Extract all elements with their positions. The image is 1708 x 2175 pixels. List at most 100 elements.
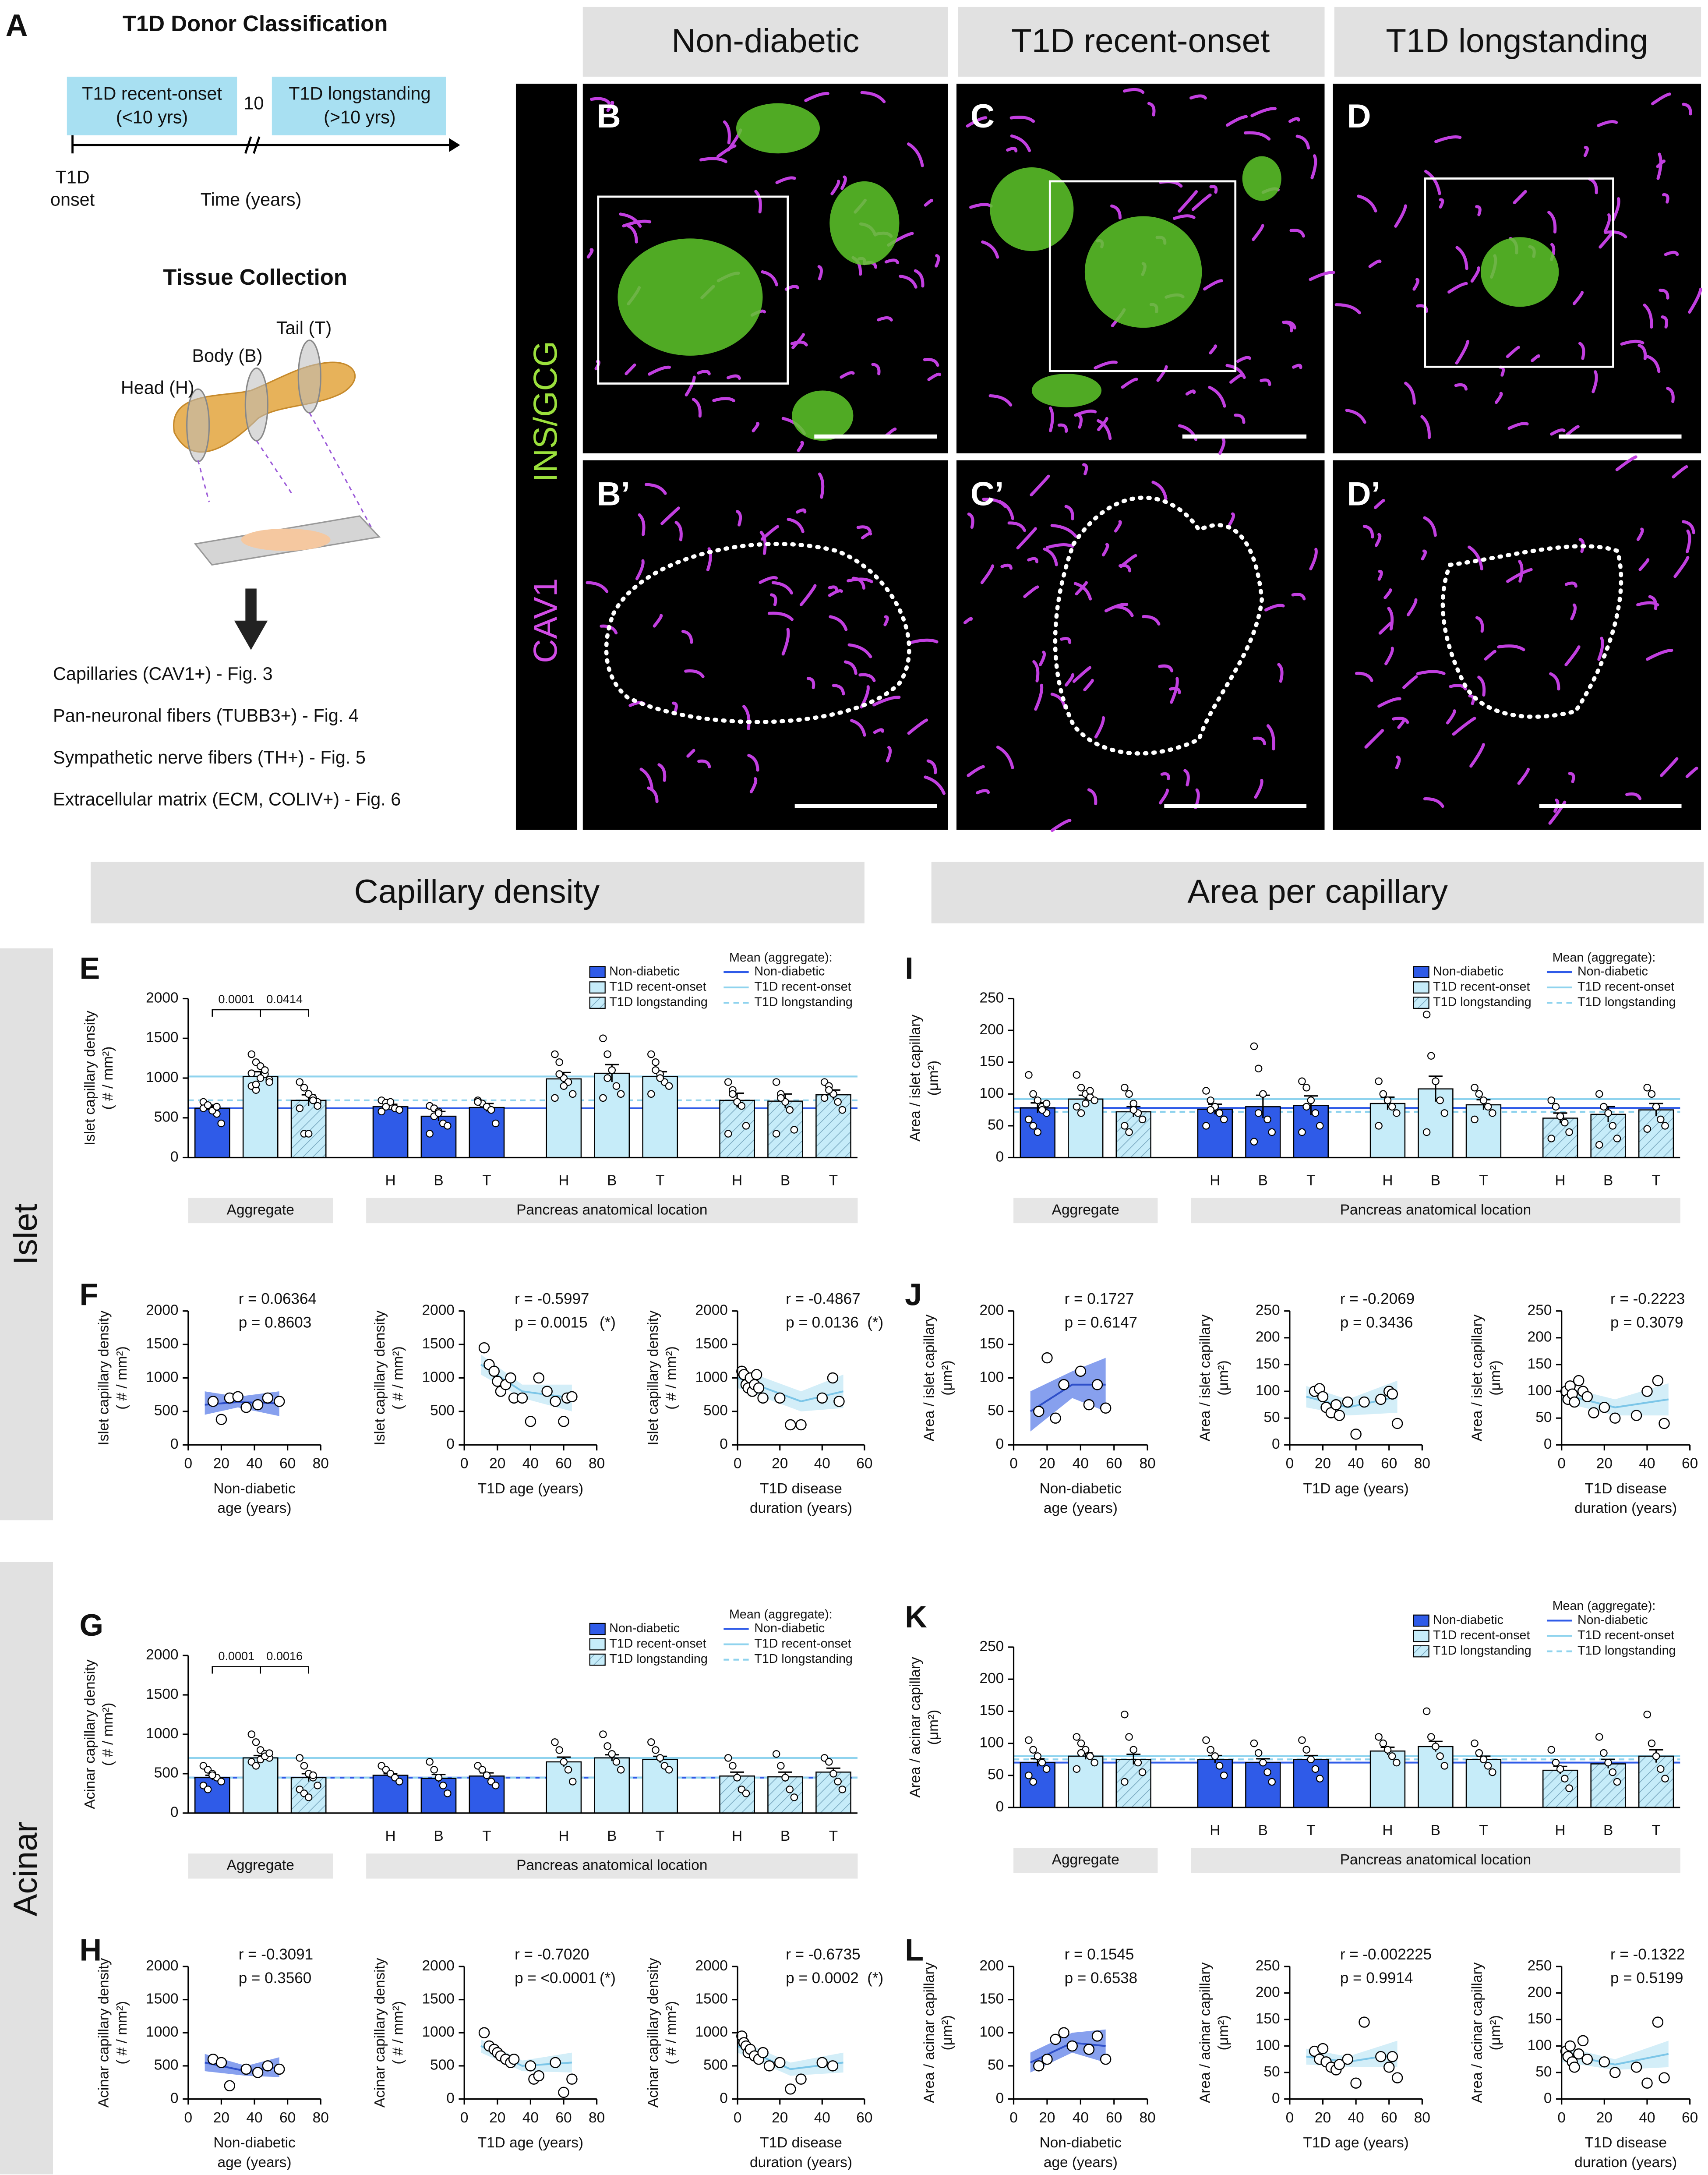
data-point	[1556, 1112, 1564, 1120]
data-point	[560, 1082, 568, 1090]
data-point	[1029, 1746, 1037, 1754]
x-tick-label: 60	[1106, 2110, 1122, 2126]
longstanding-box	[272, 77, 446, 135]
y-tick-label: 100	[1256, 2037, 1280, 2053]
y-tick-label: 150	[1256, 2011, 1280, 2027]
data-point	[217, 1778, 225, 1786]
image-label: B	[597, 98, 621, 135]
data-point	[1652, 1103, 1660, 1111]
x-tick-label: B	[607, 1172, 617, 1188]
bar	[1590, 1763, 1626, 1808]
capillary	[1173, 214, 1196, 220]
data-point	[1215, 1109, 1224, 1117]
data-point	[1577, 2035, 1589, 2047]
x-tick-label: B	[607, 1828, 617, 1844]
capillary	[877, 316, 893, 322]
y-tick-label: 1500	[146, 1336, 178, 1352]
data-point	[558, 1416, 569, 1427]
data-point	[247, 1050, 256, 1058]
capillary	[1469, 743, 1485, 768]
data-point	[1484, 1762, 1492, 1770]
onset-label: T1D	[55, 167, 89, 187]
p-value: 0.0001	[218, 993, 254, 1006]
legend-label: T1D recent-onset	[1433, 980, 1530, 994]
data-point	[386, 1098, 395, 1106]
y-tick-label: 250	[979, 990, 1004, 1006]
data-point	[1630, 1410, 1642, 1421]
output-item: Extracellular matrix (ECM, COLIV+) - Fig…	[53, 789, 401, 809]
data-point	[478, 1342, 490, 1354]
capillary	[771, 581, 794, 595]
data-point	[1138, 1115, 1147, 1124]
data-point	[492, 1782, 500, 1790]
section-box	[90, 862, 865, 923]
data-point	[1077, 1749, 1085, 1757]
data-point	[382, 1103, 390, 1111]
capillary	[1392, 717, 1409, 724]
data-point	[1479, 1096, 1488, 1104]
x-tick-label: H	[1210, 1822, 1220, 1839]
x-tick-label: 0	[184, 2110, 192, 2126]
data-point	[772, 1750, 780, 1758]
y-tick-label: 1500	[422, 1991, 455, 2007]
bar	[642, 1759, 678, 1814]
data-point	[252, 1738, 260, 1746]
capillary	[914, 269, 925, 288]
y-tick-label: 200	[979, 1670, 1004, 1687]
stat-label: p = <0.0001	[515, 1970, 596, 1987]
data-point	[1391, 1418, 1403, 1429]
data-point	[296, 1078, 304, 1086]
x-tick-label: 40	[246, 1456, 262, 1472]
data-point	[612, 1758, 621, 1766]
x-tick-label: 0	[1557, 1456, 1566, 1472]
data-point	[786, 1106, 794, 1114]
mean-legend-title: Mean (aggregate):	[1553, 951, 1656, 965]
x-tick-label: 60	[1682, 2110, 1698, 2126]
capillary	[1578, 538, 1585, 553]
x-tick-label: H	[1555, 1172, 1566, 1188]
group-label: Aggregate	[1052, 1852, 1119, 1868]
x-tick-label: 40	[1639, 2110, 1655, 2126]
y-tick-label: 1000	[146, 1069, 178, 1086]
p-value: 0.0016	[266, 1649, 303, 1662]
capillary	[760, 525, 779, 541]
capillary	[1416, 670, 1446, 675]
y-tick-label: 2000	[146, 1647, 178, 1663]
y-axis-label: Area / acinar capillary	[1469, 1962, 1486, 2103]
y-tick-label: 100	[1256, 1383, 1280, 1399]
data-point	[1302, 1103, 1310, 1111]
x-tick-label: H	[385, 1172, 395, 1188]
y-axis-label: Area / acinar capillary	[907, 1657, 924, 1798]
data-point	[1311, 1109, 1320, 1117]
capillary	[966, 116, 988, 128]
data-point	[1657, 1115, 1665, 1124]
panel-letter: F	[79, 1277, 98, 1312]
x-tick-label: H	[1382, 1822, 1393, 1839]
y-tick-label: 2000	[695, 1302, 728, 1319]
x-tick-label: 20	[1596, 2110, 1613, 2126]
longstanding-label: (>10 yrs)	[324, 107, 395, 127]
capillary	[1122, 88, 1145, 94]
legend-label: T1D longstanding	[1433, 995, 1531, 1009]
data-point	[1556, 1765, 1564, 1773]
capillary	[681, 630, 693, 644]
bar	[1369, 1750, 1406, 1808]
y-tick-label: 500	[154, 1109, 179, 1125]
error-bar	[1126, 1753, 1141, 1765]
data-point	[1250, 1138, 1258, 1146]
capillary	[742, 705, 751, 730]
x-axis-label: Non-diabetic	[1040, 2135, 1122, 2151]
islet	[792, 390, 854, 441]
capillary	[830, 180, 840, 195]
capillary-decor	[586, 88, 1702, 832]
x-tick-label: 20	[1039, 1456, 1055, 1472]
data-point	[753, 1382, 765, 1394]
data-point	[309, 1771, 317, 1779]
capillary	[883, 615, 889, 626]
data-point	[834, 1778, 842, 1786]
data-point	[785, 2083, 796, 2095]
x-tick-label: B	[1258, 1822, 1268, 1839]
bar	[372, 1106, 409, 1158]
capillary	[1547, 211, 1557, 233]
